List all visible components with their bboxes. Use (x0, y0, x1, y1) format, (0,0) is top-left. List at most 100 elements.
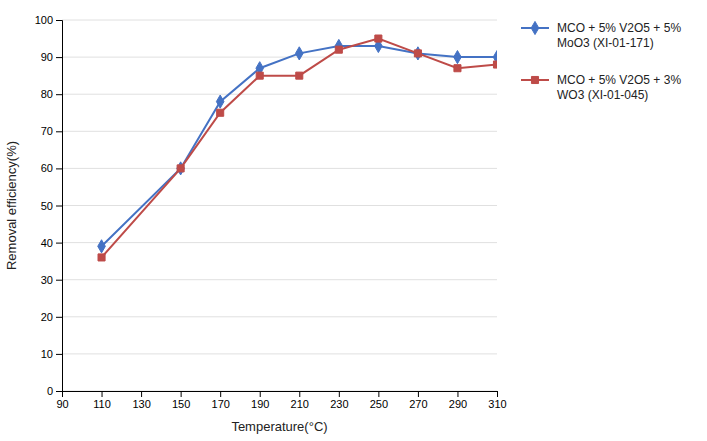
series-line (102, 46, 497, 246)
point (454, 65, 461, 72)
tick: 210 (291, 391, 309, 410)
point (375, 35, 382, 42)
tick: 230 (330, 391, 348, 410)
grid-line (62, 279, 497, 280)
tick-label: 290 (449, 398, 467, 410)
tick-label: 90 (41, 51, 53, 63)
tick: 70 (41, 125, 62, 137)
y-axis-title: Removal efficiency(%) (4, 141, 19, 270)
tick: 170 (212, 391, 230, 410)
tick-mark (56, 168, 62, 169)
tick: 250 (370, 391, 388, 410)
tick-mark (378, 391, 379, 397)
tick: 310 (488, 391, 506, 410)
x-axis: 90 110 130 150 170 190 210 230 250 270 290 310 (56, 391, 506, 410)
axis-line (56, 21, 63, 392)
point (414, 47, 422, 60)
tick-mark (339, 391, 340, 397)
point (98, 254, 105, 261)
legend-symbol (531, 76, 538, 83)
grid-line (62, 205, 497, 206)
point (217, 109, 224, 116)
tick: 270 (409, 391, 427, 410)
tick-mark (56, 243, 62, 244)
tick-label: 190 (251, 398, 269, 410)
grid-line (62, 20, 497, 21)
point (493, 61, 497, 68)
grid-line (62, 316, 497, 317)
tick-label: 230 (330, 398, 348, 410)
grid (62, 20, 497, 391)
grid-line (62, 168, 497, 169)
point (454, 51, 462, 64)
point (335, 39, 343, 52)
tick-mark (181, 391, 182, 397)
tick-label: 70 (41, 125, 53, 137)
point (256, 72, 263, 79)
tick-mark (457, 391, 458, 397)
tick: 0 (47, 385, 62, 397)
tick: 40 (41, 237, 62, 249)
tick: 150 (172, 391, 190, 410)
y-axis: 0 10 20 30 40 50 60 70 80 90 100 (35, 14, 63, 397)
tick-label: 90 (56, 398, 68, 410)
legend: MCO + 5% V2O5 + 5%MoO3 (XI-01-171) MCO + … (521, 21, 681, 101)
tick-label: 60 (41, 162, 53, 174)
point (296, 72, 303, 79)
tick-label: 250 (370, 398, 388, 410)
tick: 100 (35, 14, 62, 26)
legend-item: MCO + 5% V2O5 + 3%WO3 (XI-01-045) (521, 73, 681, 101)
tick: 130 (132, 391, 150, 410)
grid-line (62, 353, 497, 354)
tick: 30 (41, 274, 62, 286)
point (216, 95, 224, 108)
tick-label: 170 (212, 398, 230, 410)
tick-mark (56, 57, 62, 58)
point (335, 46, 342, 53)
tick-mark (220, 391, 221, 397)
tick: 90 (56, 391, 68, 410)
tick-mark (260, 391, 261, 397)
tick-mark (497, 391, 498, 397)
legend-label: MCO + 5% V2O5 + 5%MoO3 (XI-01-171) (557, 21, 681, 49)
tick: 290 (449, 391, 467, 410)
tick-label: 130 (132, 398, 150, 410)
tick-mark (56, 280, 62, 281)
tick: 50 (41, 200, 62, 212)
tick-mark (56, 317, 62, 318)
tick-mark (102, 391, 103, 397)
tick-label: 50 (41, 200, 53, 212)
legend-label: MCO + 5% V2O5 + 3%WO3 (XI-01-045) (557, 73, 681, 101)
grid-line (62, 242, 497, 243)
tick-mark (56, 20, 62, 21)
tick-label: 310 (488, 398, 506, 410)
legend-symbol (531, 21, 539, 34)
series-line (102, 39, 497, 258)
tick-label: 20 (41, 311, 53, 323)
tick-label: 30 (41, 274, 53, 286)
tick-mark (56, 391, 62, 392)
point (177, 165, 184, 172)
grid-line (62, 94, 497, 95)
tick: 20 (41, 311, 62, 323)
tick-label: 40 (41, 237, 53, 249)
chart: 90 110 130 150 170 190 210 230 250 270 290 310 0 10 20… (0, 0, 707, 441)
tick-label: 150 (172, 398, 190, 410)
tick: 190 (251, 391, 269, 410)
tick-mark (56, 131, 62, 132)
tick: 10 (41, 348, 62, 360)
point (295, 47, 303, 60)
tick-label: 210 (291, 398, 309, 410)
axis-line (63, 392, 498, 398)
plot-area: 90 110 130 150 170 190 210 230 250 270 290 310 0 10 20… (35, 14, 507, 410)
tick-mark (56, 206, 62, 207)
tick-label: 110 (93, 398, 111, 410)
tick-label: 0 (47, 385, 53, 397)
tick-mark (56, 354, 62, 355)
tick: 80 (41, 88, 62, 100)
tick-mark (141, 391, 142, 397)
grid-line (62, 57, 497, 58)
tick-mark (418, 391, 419, 397)
point (98, 240, 106, 253)
tick: 110 (93, 391, 111, 410)
